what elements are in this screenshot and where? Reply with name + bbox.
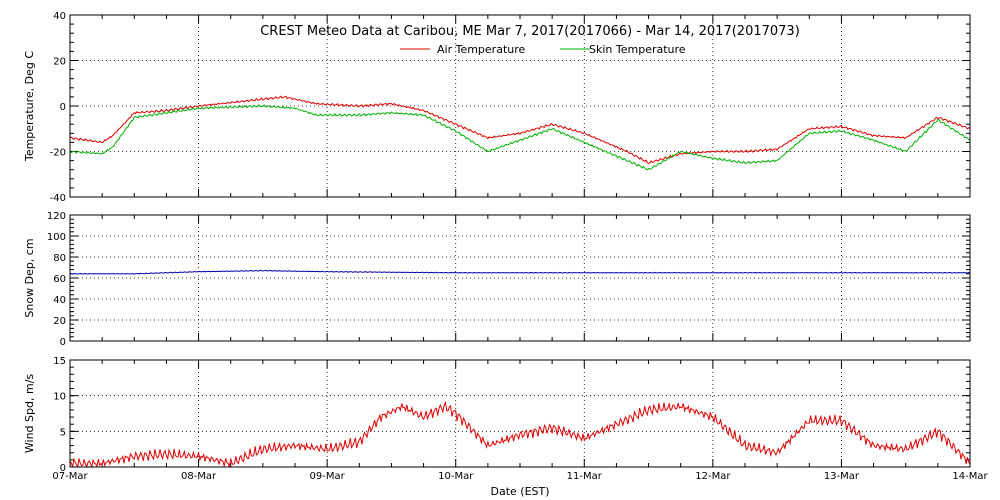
x-tick-label: 12-Mar [695, 471, 731, 482]
x-tick-label: 13-Mar [824, 471, 860, 482]
y-tick-label: 20 [53, 57, 66, 68]
y-tick-label: -20 [50, 148, 66, 159]
y-tick-label: 100 [47, 232, 66, 243]
series-line-2-1 [69, 269, 971, 275]
y-tick-label: 120 [47, 211, 66, 222]
panel-3: 0 5 10 15 Wind Spd, m/s [23, 356, 971, 474]
plot-frame [69, 14, 971, 198]
y-tick-label: -40 [50, 193, 66, 204]
legend-air-label: Air Temperature [437, 43, 526, 56]
series-line-1-2 [69, 103, 971, 171]
y-tick-label: 0 [60, 337, 66, 348]
x-tick-label: 09-Mar [310, 471, 346, 482]
chart-panels: -40 -20 0 20 40 Temperature, Deg C 0 20 40 60 80 10… [23, 11, 971, 474]
y-axis-title: Snow Dep, cm [23, 238, 36, 317]
x-axis-title: Date (EST) [490, 485, 549, 498]
y-tick-label: 0 [60, 102, 66, 113]
chart-title: CREST Meteo Data at Caribou, ME Mar 7, 2… [260, 24, 800, 39]
y-tick-label: 80 [53, 253, 66, 264]
y-tick-label: 10 [53, 392, 66, 403]
y-tick-label: 0 [60, 463, 66, 474]
x-tick-label: 14-Mar [952, 471, 988, 482]
x-tick-label: 08-Mar [181, 471, 217, 482]
x-tick-label: 07-Mar [52, 471, 88, 482]
y-tick-label: 20 [53, 316, 66, 327]
plot-frame [69, 214, 971, 342]
y-tick-label: 15 [53, 356, 66, 367]
y-tick-label: 60 [53, 274, 66, 285]
plot-frame [69, 359, 971, 468]
y-tick-label: 40 [53, 11, 66, 22]
panel-1: -40 -20 0 20 40 Temperature, Deg C [23, 11, 971, 204]
x-tick-label: 11-Mar [567, 471, 603, 482]
y-tick-label: 40 [53, 295, 66, 306]
y-tick-label: 5 [60, 427, 66, 438]
panel-2: 0 20 40 60 80 100 120 Snow Dep, cm [23, 211, 971, 348]
y-axis-title: Wind Spd, m/s [23, 374, 36, 454]
series-line-1-1 [69, 95, 971, 165]
x-tick-label: 10-Mar [438, 471, 474, 482]
y-axis-title: Temperature, Deg C [23, 51, 36, 162]
legend-skin-label: Skin Temperature [589, 43, 686, 56]
series-line-3-1 [69, 400, 971, 469]
legend: Air Temperature Skin Temperature [400, 43, 686, 56]
